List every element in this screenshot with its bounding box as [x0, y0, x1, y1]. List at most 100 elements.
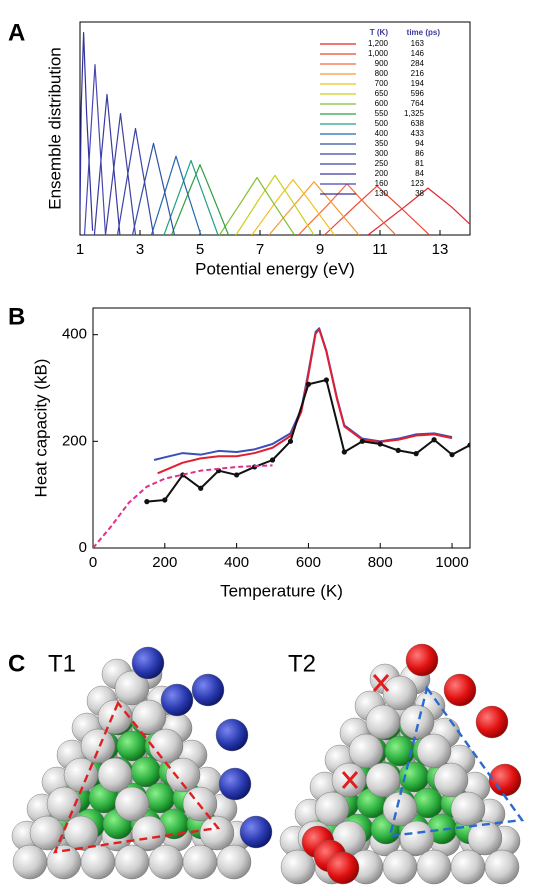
legend-time: 638: [411, 119, 425, 128]
atom: [450, 849, 486, 885]
data-point: [431, 437, 437, 443]
legend-label: 500: [375, 119, 389, 128]
atom: [399, 820, 435, 856]
atom: [488, 763, 522, 797]
x-tick-label: 400: [224, 554, 249, 571]
y-axis-label: Ensemble distribution: [45, 47, 64, 210]
y-tick-label: 0: [79, 539, 87, 556]
data-point: [377, 441, 383, 447]
legend-label: 600: [375, 99, 389, 108]
data-point: [341, 449, 347, 455]
plot-frame: [79, 21, 471, 236]
x-tick-label: 5: [196, 241, 204, 258]
legend-time: 284: [411, 59, 425, 68]
atom: [314, 791, 350, 827]
series-line: [116, 127, 155, 235]
atom: [191, 673, 225, 707]
x-tick-label: 1000: [435, 554, 468, 571]
legend-time: 596: [411, 89, 425, 98]
series-line: [150, 155, 202, 235]
legend-time: 86: [415, 149, 424, 158]
data-point: [467, 442, 470, 448]
legend-header: T (K): [370, 28, 389, 37]
series-line: [324, 185, 430, 235]
atom: [365, 704, 401, 740]
series-line: [235, 174, 315, 235]
legend-label: 200: [375, 169, 389, 178]
atom: [97, 699, 133, 735]
atom: [160, 683, 194, 717]
atom: [326, 851, 360, 885]
panel-label: B: [8, 303, 25, 330]
plot-frame: [92, 307, 471, 549]
atom: [182, 844, 218, 880]
series-line: [251, 179, 335, 235]
legend-label: 350: [375, 139, 389, 148]
x-tick-label: 600: [296, 554, 321, 571]
legend-label: 700: [375, 79, 389, 88]
data-point: [144, 499, 150, 505]
cross-mark: [341, 771, 359, 789]
legend-time: 123: [411, 179, 425, 188]
cross-mark: [372, 674, 390, 692]
legend-time: 1,325: [404, 109, 425, 118]
structure-label: T1: [48, 650, 76, 677]
legend-label: 800: [375, 69, 389, 78]
legend-time: 84: [415, 169, 424, 178]
series-line: [170, 164, 230, 235]
series-line: [268, 181, 360, 235]
legend-time: 433: [411, 129, 425, 138]
atom: [97, 757, 133, 793]
structure-label: T2: [288, 650, 316, 677]
y-tick-label: 200: [62, 432, 87, 449]
x-tick-label: 11: [372, 241, 388, 258]
legend-time: 38: [415, 189, 424, 198]
atom: [114, 844, 150, 880]
legend-label: 130: [375, 189, 389, 198]
series-line: [93, 93, 121, 235]
atom: [130, 756, 162, 788]
atom: [131, 699, 167, 735]
legend-label: 250: [375, 159, 389, 168]
legend-time: 764: [411, 99, 425, 108]
legend-label: 650: [375, 89, 389, 98]
series-line: [104, 112, 137, 235]
x-axis-label: Temperature (K): [220, 581, 343, 600]
series-line: [80, 32, 94, 231]
atom: [80, 844, 116, 880]
atom: [12, 844, 48, 880]
atom: [218, 767, 252, 801]
series-line: [131, 142, 176, 235]
series-line: [83, 63, 107, 235]
atom: [148, 728, 184, 764]
atom: [412, 787, 444, 819]
legend-label: 160: [375, 179, 389, 188]
atom: [433, 762, 469, 798]
legend-label: 1,000: [368, 49, 389, 58]
legend-time: 81: [415, 159, 424, 168]
panel-label: C: [8, 650, 25, 677]
legend-time: 194: [411, 79, 425, 88]
y-tick-label: 400: [62, 326, 87, 343]
atom: [382, 791, 418, 827]
atom: [365, 762, 401, 798]
legend-time: 216: [411, 69, 425, 78]
series-line: [367, 187, 470, 235]
legend-label: 1,200: [368, 39, 389, 48]
atom: [165, 757, 201, 793]
y-axis-label: Heat capacity (kB): [31, 359, 50, 498]
panel-label: A: [8, 19, 25, 46]
series-group: [80, 32, 470, 235]
atom: [484, 849, 520, 885]
atom: [443, 673, 477, 707]
atom: [405, 643, 439, 677]
data-point: [198, 485, 204, 491]
series-group: [93, 327, 470, 548]
atom: [131, 815, 167, 851]
series-line: [146, 379, 470, 503]
x-tick-label: 9: [316, 241, 324, 258]
legend-time: 94: [415, 139, 424, 148]
legend-time: 146: [411, 49, 425, 58]
x-tick-label: 3: [136, 241, 144, 258]
